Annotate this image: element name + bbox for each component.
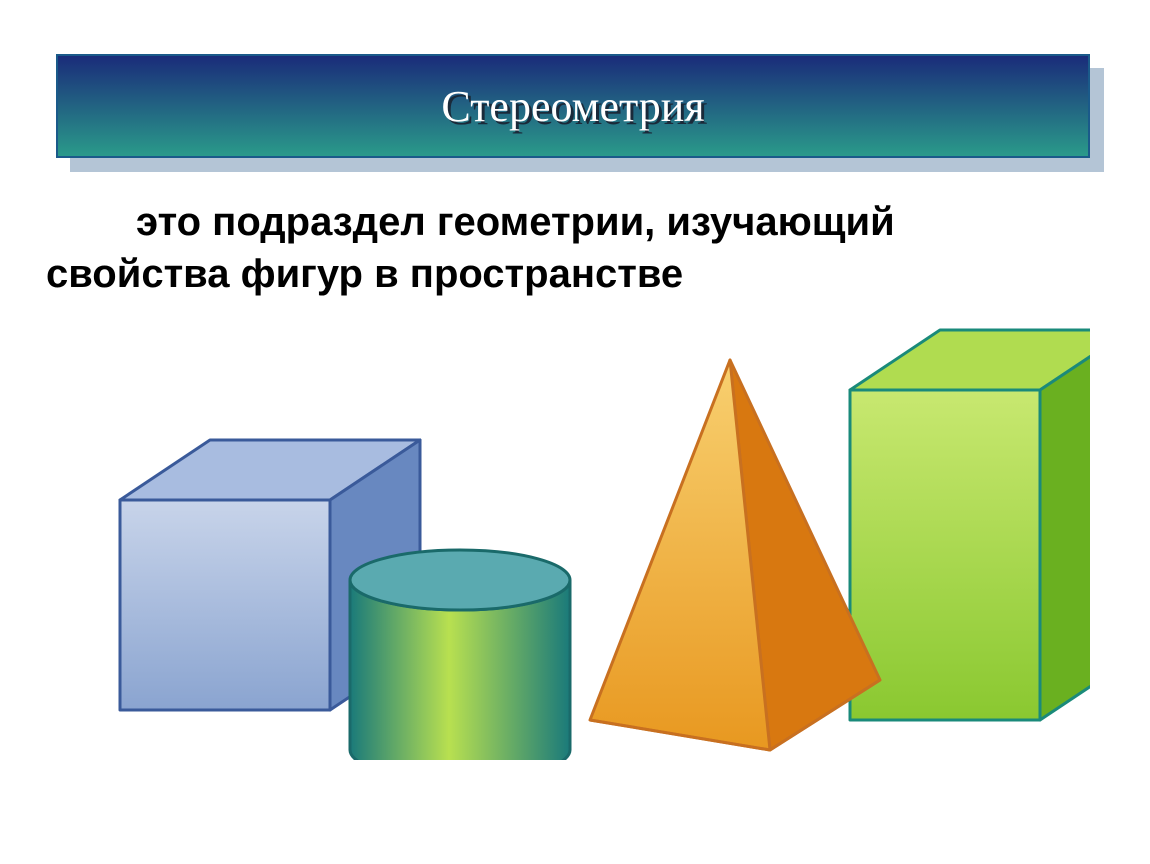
body-line-1: это подраздел геометрии, изучающий <box>46 196 895 248</box>
title-text: Стереометрия <box>441 81 704 132</box>
body-text: это подраздел геометрии, изучающий свойс… <box>46 196 895 300</box>
cylinder-shape <box>350 550 570 760</box>
pyramid-shape <box>590 360 880 750</box>
prism-shape <box>850 330 1090 720</box>
title-bar: Стереометрия <box>56 54 1090 158</box>
body-line-2: свойства фигур в пространстве <box>46 248 895 300</box>
shapes-svg <box>90 320 1090 760</box>
